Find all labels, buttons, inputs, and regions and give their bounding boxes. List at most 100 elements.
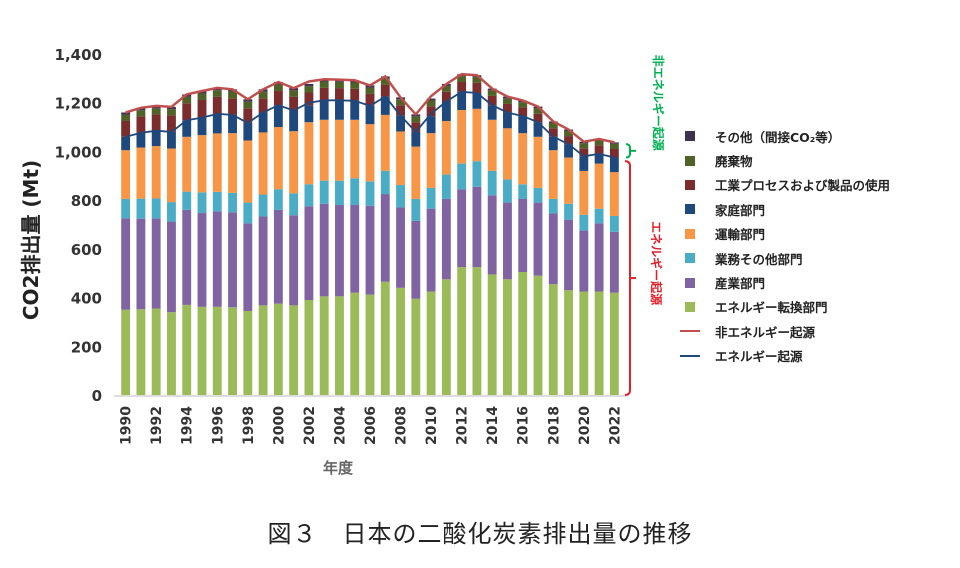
legend-swatch bbox=[685, 155, 695, 166]
bar-segment bbox=[228, 212, 237, 308]
bar-segment bbox=[579, 170, 589, 215]
bar-segment bbox=[426, 98, 436, 101]
bar-segment bbox=[548, 128, 558, 137]
bar-segment bbox=[136, 132, 146, 148]
bar-segment bbox=[319, 296, 329, 395]
bar-segment bbox=[289, 215, 299, 306]
bar-segment bbox=[243, 140, 253, 203]
bar-segment bbox=[289, 96, 299, 111]
bar-segment bbox=[365, 124, 375, 182]
bar-segment bbox=[273, 303, 283, 395]
bar-segment bbox=[151, 198, 161, 219]
energy-bracket-label: エネルギー起源 bbox=[649, 221, 664, 305]
bar-segment bbox=[487, 170, 497, 196]
y-tick-label: 200 bbox=[71, 338, 102, 356]
x-tick-label: 2010 bbox=[424, 406, 440, 445]
bar-segment bbox=[289, 90, 299, 97]
bar-segment bbox=[182, 96, 192, 104]
bar-segment bbox=[533, 275, 543, 395]
bar-segment bbox=[594, 208, 604, 224]
energy-bracket bbox=[624, 160, 631, 396]
bar-segment bbox=[151, 108, 161, 115]
bar-segment bbox=[289, 110, 299, 132]
bar-segment bbox=[579, 230, 589, 292]
bar-segment bbox=[396, 185, 405, 208]
bar-segment bbox=[136, 110, 146, 117]
bar-segment bbox=[212, 191, 222, 212]
bar-segment bbox=[564, 157, 573, 204]
bar-segment bbox=[487, 274, 497, 395]
bar-segment bbox=[472, 186, 482, 268]
legend-label: エネルギー転換部門 bbox=[715, 300, 828, 316]
y-tick-label: 1,200 bbox=[55, 95, 102, 113]
bar-segment bbox=[380, 170, 390, 195]
bar-segment bbox=[609, 143, 619, 149]
legend-swatch bbox=[685, 228, 695, 239]
bar-segment bbox=[457, 163, 467, 190]
bar-segment bbox=[335, 119, 344, 181]
bar-segment bbox=[548, 213, 558, 285]
bar-segment bbox=[182, 209, 192, 305]
bar-segment bbox=[457, 76, 467, 83]
bar-segment bbox=[197, 117, 207, 136]
bar-segment bbox=[426, 100, 436, 107]
legend-swatch bbox=[685, 204, 695, 215]
x-tick-label: 2014 bbox=[485, 406, 501, 445]
bar-segment bbox=[289, 305, 299, 395]
series-line bbox=[125, 90, 615, 159]
y-tick-label: 800 bbox=[71, 192, 102, 210]
bar-segment bbox=[579, 214, 589, 231]
bar-segment bbox=[441, 120, 451, 175]
bar-segment bbox=[243, 202, 253, 224]
bar-segment bbox=[441, 85, 451, 92]
total-lines-group bbox=[125, 72, 615, 159]
legend-item: 業務その他部門 bbox=[685, 246, 890, 270]
bar-segment bbox=[503, 202, 512, 280]
bar-segment bbox=[212, 113, 222, 134]
bar-segment bbox=[518, 116, 528, 134]
bar-segment bbox=[167, 312, 176, 395]
y-tick-label: 1,400 bbox=[55, 46, 102, 64]
bar-segment bbox=[548, 198, 558, 214]
bar-segment bbox=[564, 136, 573, 145]
bar-segment bbox=[548, 136, 558, 151]
bar-segment bbox=[319, 87, 329, 101]
legend-swatch bbox=[685, 301, 695, 312]
x-tick-label: 2018 bbox=[546, 406, 562, 445]
bar-segment bbox=[411, 220, 421, 299]
x-tick-label: 2012 bbox=[455, 406, 471, 445]
bar-segment bbox=[426, 291, 436, 395]
bar-segment bbox=[380, 96, 390, 115]
bar-segment bbox=[228, 307, 237, 395]
bar-segment bbox=[365, 87, 375, 94]
legend-item: 非エネルギー起源 bbox=[680, 319, 890, 343]
legend-item: 運輸部門 bbox=[685, 222, 890, 246]
bar-segment bbox=[197, 135, 207, 193]
bar-segment bbox=[472, 161, 482, 187]
bar-segment bbox=[426, 116, 436, 134]
bar-segment bbox=[212, 96, 222, 114]
x-tick-label: 2000 bbox=[271, 406, 287, 445]
bar-segment bbox=[579, 291, 589, 395]
bar-segment bbox=[594, 223, 604, 292]
bar-segment bbox=[411, 146, 421, 199]
bar-segment bbox=[243, 108, 253, 123]
y-tick-label: 400 bbox=[71, 290, 102, 308]
bar-segment bbox=[335, 88, 344, 101]
bar-segment bbox=[136, 147, 146, 199]
bar-segment bbox=[121, 120, 131, 137]
bar-segment bbox=[350, 82, 360, 89]
legend-swatch bbox=[680, 330, 700, 333]
chart-legend: その他（間接CO₂等） 廃棄物 工業プロセスおよび製品の使用 家庭部門 運輸部門 業務その… bbox=[680, 124, 890, 368]
x-tick-label: 1994 bbox=[180, 406, 196, 445]
bar-segment bbox=[167, 202, 176, 222]
legend-swatch bbox=[680, 354, 700, 357]
bar-segment bbox=[548, 122, 558, 129]
bar-segment bbox=[594, 140, 604, 146]
bar-segment bbox=[457, 91, 467, 111]
bar-segment bbox=[304, 83, 314, 87]
bar-segment bbox=[151, 114, 161, 131]
bar-segment bbox=[197, 213, 207, 307]
bar-segment bbox=[365, 93, 375, 106]
